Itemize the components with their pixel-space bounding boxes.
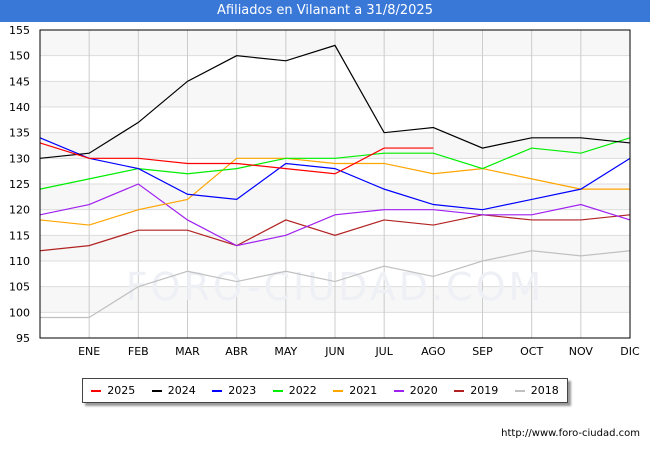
legend-label: 2025 — [107, 384, 136, 397]
legend-swatch — [151, 389, 162, 392]
legend-item-2019: 2019 — [454, 384, 498, 397]
x-tick-label: ABR — [225, 345, 248, 358]
legend-swatch — [333, 389, 344, 392]
legend-swatch — [272, 389, 283, 392]
legend-swatch — [212, 389, 223, 392]
legend-swatch — [454, 389, 465, 392]
y-tick-label: 150 — [9, 50, 30, 63]
legend-item-2024: 2024 — [151, 384, 196, 397]
y-tick-label: 155 — [9, 24, 30, 37]
legend-label: 2021 — [349, 384, 378, 397]
legend-label: 2019 — [470, 384, 499, 397]
x-tick-label: FEB — [128, 345, 149, 358]
x-tick-label: ENE — [78, 345, 100, 358]
y-tick-label: 125 — [9, 178, 30, 191]
legend-label: 2024 — [167, 384, 196, 397]
y-tick-label: 140 — [9, 101, 30, 114]
legend-item-2020: 2020 — [393, 384, 438, 397]
y-tick-label: 110 — [9, 255, 30, 268]
x-tick-label: JUN — [324, 345, 345, 358]
x-tick-label: JUL — [374, 345, 393, 358]
x-tick-label: NOV — [569, 345, 594, 358]
legend-item-2021: 2021 — [333, 384, 377, 397]
series-line-2024 — [39, 44, 631, 159]
legend-swatch — [514, 389, 525, 392]
legend-swatch — [393, 389, 404, 392]
legend-item-2023: 2023 — [212, 384, 256, 397]
series-line-2018 — [40, 250, 631, 319]
x-tick-label: AGO — [421, 345, 446, 358]
series-line-2023 — [39, 137, 631, 211]
series-line-2021 — [39, 157, 630, 226]
legend-label: 2022 — [288, 384, 317, 397]
plot-border — [39, 29, 631, 339]
legend: 2025 2024 2023 2022 2021 2020 2019 2018 — [82, 378, 568, 403]
legend-swatch — [91, 389, 102, 392]
legend-item-2022: 2022 — [272, 384, 317, 397]
y-tick-label: 120 — [9, 204, 30, 217]
legend-label: 2020 — [409, 384, 438, 397]
x-tick-label: SEP — [472, 345, 493, 358]
x-tick-label: OCT — [520, 345, 543, 358]
series-line-2020 — [39, 183, 631, 247]
source-url: http://www.foro-ciudad.com — [501, 428, 640, 439]
series-line-2019 — [39, 214, 631, 252]
x-tick-label: DIC — [620, 345, 640, 358]
x-tick-label: MAR — [175, 345, 200, 358]
y-tick-label: 130 — [9, 152, 30, 165]
y-tick-label: 100 — [9, 306, 30, 319]
y-tick-label: 105 — [9, 281, 30, 294]
y-tick-label: 95 — [16, 332, 30, 345]
y-tick-label: 135 — [9, 127, 30, 140]
x-tick-label: MAY — [274, 345, 297, 358]
y-tick-label: 115 — [9, 229, 30, 242]
legend-label: 2023 — [228, 384, 257, 397]
chart-title: Afiliados en Vilanant a 31/8/2025 — [0, 0, 650, 22]
series-line-2025 — [39, 142, 434, 175]
y-tick-label: 145 — [9, 75, 30, 88]
legend-item-2018: 2018 — [514, 384, 559, 397]
legend-label: 2018 — [530, 384, 559, 397]
legend-item-2025: 2025 — [91, 384, 135, 397]
